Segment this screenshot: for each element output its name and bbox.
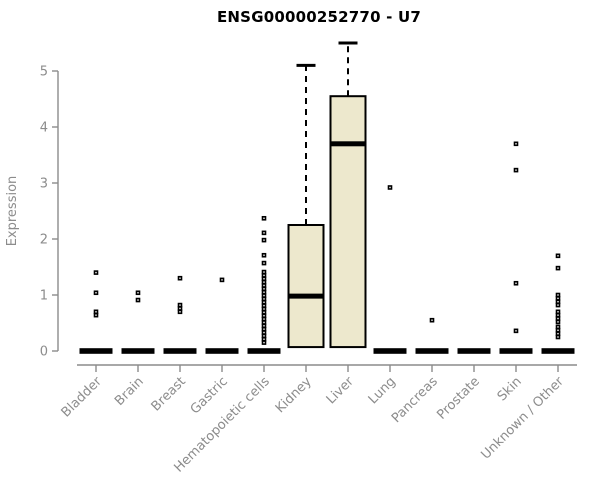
collapsed-box-bar xyxy=(373,348,407,354)
outlier-point-center xyxy=(557,332,559,335)
x-tick-label: Lung xyxy=(366,374,399,407)
outlier-point-center xyxy=(179,307,181,310)
outlier-point-center xyxy=(263,331,265,334)
y-tick-label: 3 xyxy=(40,177,48,192)
y-tick-label: 5 xyxy=(40,65,48,80)
y-tick-label: 4 xyxy=(40,121,48,136)
outlier-point-center xyxy=(263,341,265,344)
outlier-point-center xyxy=(515,143,517,145)
outlier-point-center xyxy=(263,311,265,314)
outlier-point-center xyxy=(389,186,391,189)
outlier-point-center xyxy=(557,336,559,338)
outlier-point-center xyxy=(263,294,265,297)
outlier-point-center xyxy=(557,267,559,269)
outlier-point-center xyxy=(263,308,265,310)
collapsed-box-bar xyxy=(205,348,239,354)
outlier-point-center xyxy=(263,217,265,219)
outlier-point-center xyxy=(557,329,559,331)
outlier-point-center xyxy=(137,292,139,294)
outlier-point-center xyxy=(263,298,265,300)
iqr-box xyxy=(287,224,325,349)
outlier-point-center xyxy=(263,291,265,293)
iqr-box xyxy=(329,95,367,349)
outlier-point-center xyxy=(95,314,97,316)
outlier-point-center xyxy=(263,338,265,340)
collapsed-box-bar xyxy=(415,348,449,354)
outlier-point-center xyxy=(263,232,265,234)
outlier-point-center xyxy=(179,311,181,313)
outlier-point-center xyxy=(557,301,559,303)
collapsed-box-bar xyxy=(499,348,533,354)
collapsed-box-bar xyxy=(121,348,155,354)
outlier-point-center xyxy=(263,328,265,330)
outlier-point-center xyxy=(557,317,559,320)
x-tick-label: Breast xyxy=(149,374,189,414)
outlier-point-center xyxy=(557,311,559,313)
y-tick-label: 0 xyxy=(40,345,48,360)
outlier-point-center xyxy=(557,321,559,323)
outlier-point-center xyxy=(263,325,265,327)
outlier-point-center xyxy=(263,271,265,273)
outlier-point-center xyxy=(263,274,265,277)
outlier-point-center xyxy=(515,282,517,284)
outlier-point-center xyxy=(263,304,265,307)
outlier-point-center xyxy=(95,292,97,294)
outlier-point-center xyxy=(221,279,223,281)
collapsed-box-bar xyxy=(247,348,281,354)
outlier-point-center xyxy=(557,294,559,296)
outlier-point-center xyxy=(263,288,265,290)
y-tick-label: 2 xyxy=(40,233,48,248)
outlier-point-center xyxy=(263,239,265,241)
outlier-point-center xyxy=(263,278,265,280)
chart-title: ENSG00000252770 - U7 xyxy=(216,8,421,26)
x-tick-label: Unknown / Other xyxy=(479,374,568,463)
outlier-point-center xyxy=(263,321,265,324)
outlier-point-center xyxy=(557,255,559,257)
median-line xyxy=(330,141,366,147)
y-tick-label: 1 xyxy=(40,289,48,304)
outlier-point-center xyxy=(263,335,265,337)
x-tick-label: Kidney xyxy=(273,374,315,416)
x-tick-label: Bladder xyxy=(59,374,106,421)
outlier-point-center xyxy=(263,318,265,320)
collapsed-box-bar xyxy=(163,348,197,354)
outlier-point-center xyxy=(557,314,559,316)
outlier-point-center xyxy=(431,319,433,321)
outlier-point-center xyxy=(263,254,265,256)
outlier-point-center xyxy=(179,304,181,306)
x-tick-label: Liver xyxy=(324,374,358,408)
outlier-point-center xyxy=(137,299,139,301)
collapsed-box-bar xyxy=(79,348,113,354)
outlier-point-center xyxy=(95,311,97,313)
outlier-point-center xyxy=(263,284,265,287)
x-tick-label: Brain xyxy=(112,374,147,409)
x-tick-label: Pancreas xyxy=(389,374,441,426)
outlier-point-center xyxy=(515,169,517,171)
x-tick-label: Prostate xyxy=(434,374,482,422)
outlier-point-center xyxy=(95,271,97,274)
outlier-point-center xyxy=(179,277,181,279)
y-axis-title: Expression xyxy=(5,176,20,247)
outlier-point-center xyxy=(263,281,265,283)
outlier-point-center xyxy=(557,304,559,306)
outlier-point-center xyxy=(515,330,517,332)
outlier-point-center xyxy=(263,262,265,264)
collapsed-box-bar xyxy=(541,348,575,354)
outlier-point-center xyxy=(263,301,265,303)
outlier-point-center xyxy=(263,315,265,317)
outlier-point-center xyxy=(557,297,559,300)
collapsed-box-bar xyxy=(457,348,491,354)
x-tick-label: Skin xyxy=(495,374,525,404)
outlier-point-center xyxy=(557,326,559,328)
median-line xyxy=(288,293,324,299)
